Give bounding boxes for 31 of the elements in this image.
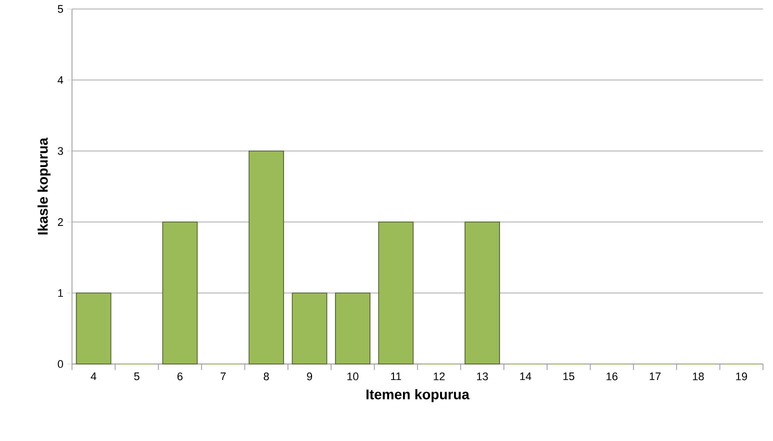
y-tick-label: 1 bbox=[58, 289, 63, 297]
x-tick-label: 13 bbox=[477, 372, 488, 380]
x-tick-label: 8 bbox=[264, 372, 269, 380]
x-tick-label: 9 bbox=[307, 372, 312, 380]
x-tick-label: 6 bbox=[177, 372, 183, 380]
bar bbox=[292, 292, 328, 364]
x-tick-label: 18 bbox=[692, 372, 704, 380]
bar bbox=[464, 222, 500, 364]
bar bbox=[378, 222, 414, 364]
x-tick-label: 19 bbox=[736, 372, 747, 380]
x-tick-label: 5 bbox=[134, 372, 140, 380]
x-axis-title: Itemen kopurua bbox=[366, 389, 470, 402]
x-tick-label: 11 bbox=[391, 372, 402, 380]
x-tick-label: 10 bbox=[347, 372, 358, 380]
y-tick-label: 2 bbox=[58, 218, 63, 226]
x-tick-label: 17 bbox=[650, 372, 661, 380]
x-tick-label: 16 bbox=[606, 372, 618, 380]
x-tick-label: 4 bbox=[90, 372, 96, 380]
y-tick-label: 0 bbox=[58, 360, 64, 368]
x-tick-label: 7 bbox=[220, 372, 226, 380]
y-tick-label: 4 bbox=[58, 76, 64, 84]
bar bbox=[335, 292, 370, 364]
bar bbox=[76, 292, 112, 364]
x-tick-label: 12 bbox=[434, 372, 445, 380]
y-tick-label: 3 bbox=[58, 147, 63, 155]
y-tick-label: 5 bbox=[58, 5, 64, 13]
bar bbox=[162, 222, 198, 364]
x-tick-label: 14 bbox=[520, 372, 532, 380]
bar bbox=[248, 150, 284, 364]
x-tick-label: 15 bbox=[563, 372, 574, 380]
y-axis-title: Ikasle kopurua bbox=[38, 138, 51, 234]
